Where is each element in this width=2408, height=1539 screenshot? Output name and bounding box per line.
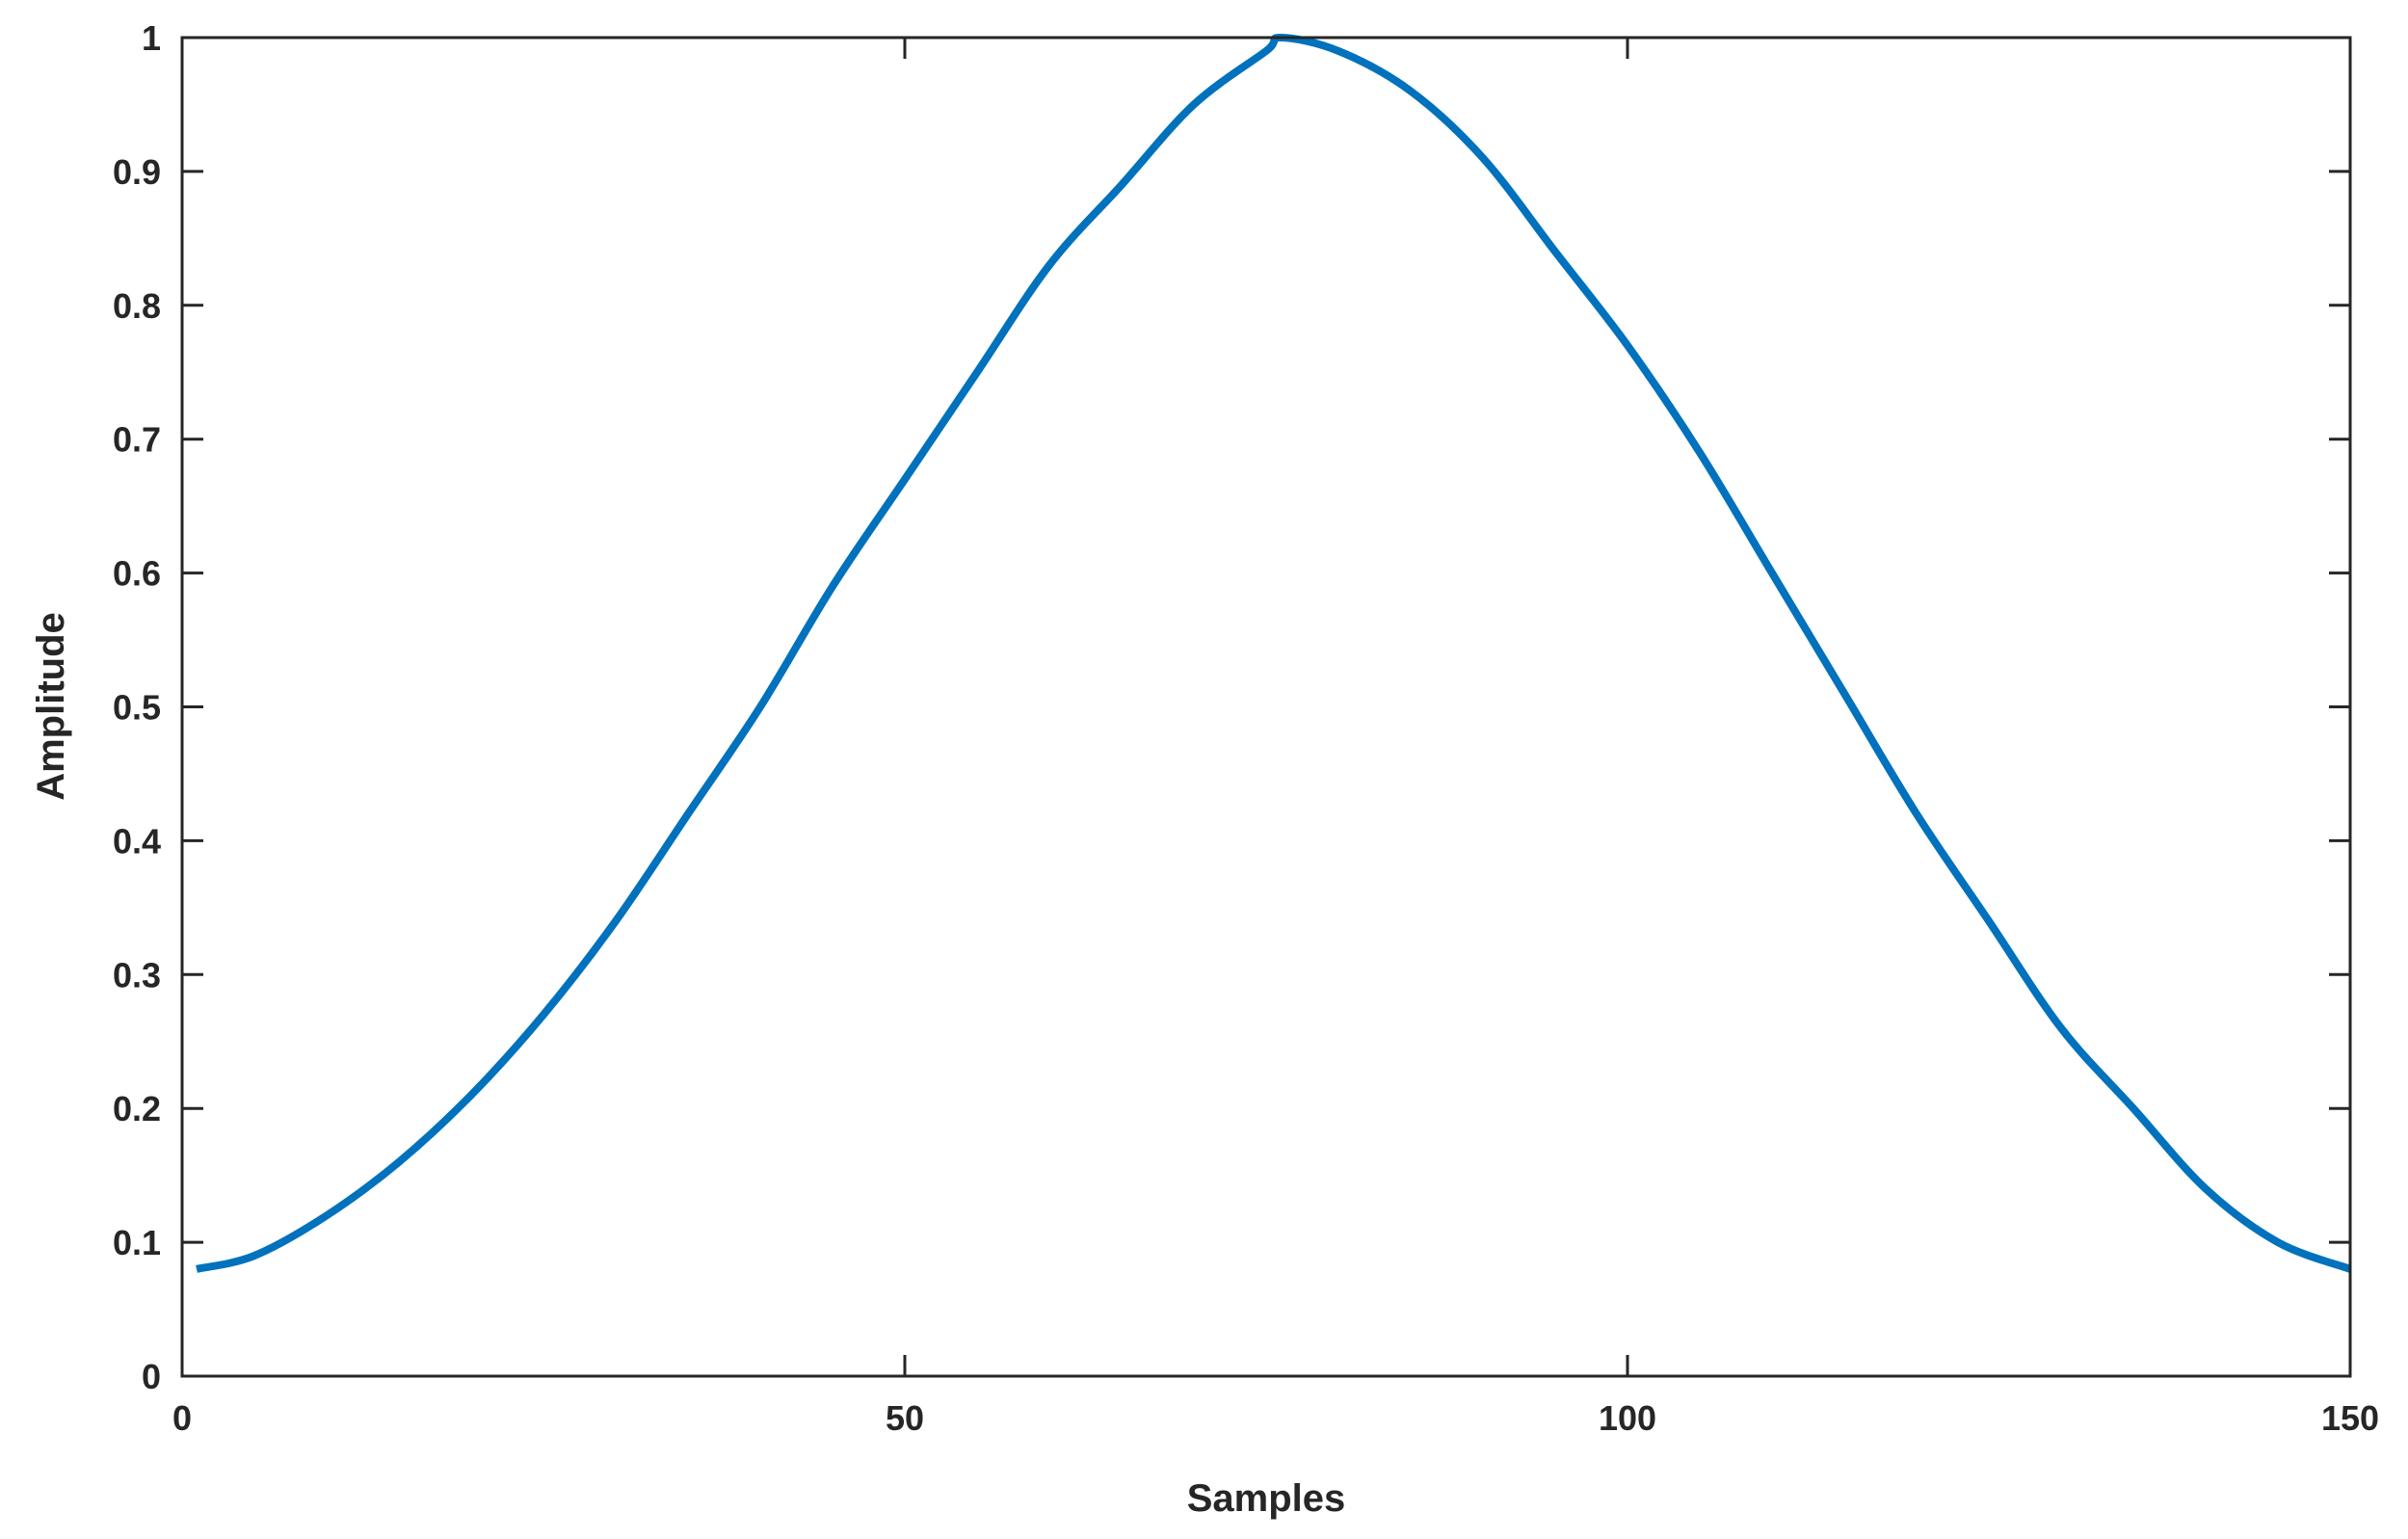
y-tick-label: 0.9 (113, 152, 161, 192)
labels-layer: 0 50 100 150 0 0.1 0.2 0.3 0.4 0.5 0.6 0.7 0.8 0.9 1 (113, 18, 2379, 1438)
y-tick-label: 1 (142, 18, 161, 58)
x-tick-label: 150 (2321, 1398, 2379, 1438)
y-tick-label: 0.7 (113, 420, 161, 460)
y-tick-label: 0.5 (113, 688, 161, 728)
y-axis-label: Amplitude (30, 612, 72, 801)
x-axis-label: Samples (1187, 1477, 1346, 1520)
x-tick-label: 100 (1599, 1398, 1656, 1438)
y-tick-label: 0.2 (113, 1089, 161, 1128)
plot-area (182, 38, 2350, 1376)
y-tick-label: 0 (142, 1357, 161, 1396)
x-tick-label: 0 (172, 1398, 192, 1438)
y-tick-label: 0.4 (113, 821, 161, 861)
y-tick-label: 0.3 (113, 955, 161, 995)
y-tick-label: 0.1 (113, 1223, 161, 1262)
axes-box (180, 36, 2352, 1378)
y-tick-label: 0.6 (113, 554, 161, 594)
y-tick-label: 0.8 (113, 286, 161, 326)
x-tick-label: 50 (886, 1398, 924, 1438)
